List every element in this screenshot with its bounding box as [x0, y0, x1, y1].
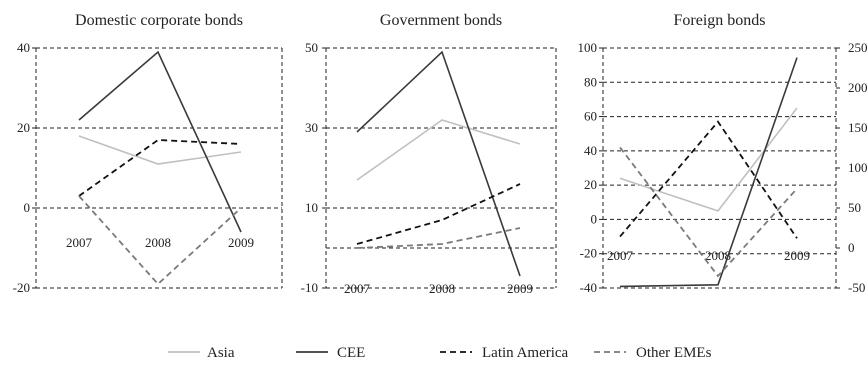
x-tick-label: 2008: [145, 235, 171, 250]
y-tick-label: -20: [580, 246, 597, 261]
legend-label: Latin America: [482, 345, 569, 361]
y-tick-label: 20: [17, 120, 30, 135]
series-line-latin-america: [356, 183, 521, 245]
series-line-cee: [78, 50, 242, 233]
x-tick-label: 2008: [705, 248, 731, 263]
y-tick-label: 20: [584, 177, 597, 192]
chart-legend: Asia CEE Latin America Other EMEs: [168, 345, 712, 361]
legend-item: Asia: [168, 345, 235, 361]
y-tick-label: 40: [584, 143, 597, 158]
chart-panel-1: Domestic corporate bonds -20 0 20 40 2007 2008…: [13, 12, 283, 295]
legend-label: Asia: [207, 345, 235, 361]
y-tick-label: 0: [24, 200, 31, 215]
x-tick-label: 2007: [607, 248, 634, 263]
y2-tick-label: 250: [848, 40, 867, 55]
x-tick-label: 2009: [228, 235, 254, 250]
y-tick-label: 60: [584, 109, 597, 124]
x-tick-label: 2007: [66, 235, 93, 250]
legend-item: Other EMEs: [594, 345, 712, 361]
y-tick-label: 40: [17, 40, 30, 55]
y-tick-label: 0: [591, 211, 598, 226]
x-tick-label: 2007: [344, 281, 371, 296]
y2-tick-label: 100: [848, 160, 867, 175]
series-line-latin-america: [619, 120, 798, 239]
legend-item: Latin America: [440, 345, 569, 361]
series-line-asia: [619, 107, 798, 212]
chart-title: Foreign bonds: [674, 12, 766, 29]
chart-title: Domestic corporate bonds: [75, 12, 243, 29]
y2-tick-label: -50: [848, 280, 865, 295]
y2-tick-label: 50: [848, 200, 861, 215]
series-line-asia: [78, 135, 242, 165]
x-tick-label: 2009: [784, 248, 810, 263]
y-tick-label: -40: [580, 280, 597, 295]
legend-item: CEE: [296, 345, 365, 361]
y-tick-label: 100: [578, 40, 598, 55]
series-line-other-emes: [78, 195, 242, 286]
chart-panel-3: Foreign bonds -40 -20 0 20 40 60 80 100 -50 0 50 100…: [578, 12, 867, 295]
legend-label: Other EMEs: [636, 345, 712, 361]
y-tick-label: 30: [305, 120, 318, 135]
series-line-other-emes: [356, 227, 521, 249]
legend-label: CEE: [337, 345, 365, 361]
y-tick-label: 10: [305, 200, 318, 215]
series-line-other-emes: [619, 146, 798, 278]
y-tick-label: 80: [584, 74, 597, 89]
series-line-asia: [356, 119, 521, 181]
x-tick-label: 2009: [507, 281, 533, 296]
y-tick-label: 50: [305, 40, 318, 55]
x-tick-label: 2008: [429, 281, 455, 296]
y-tick-label: -20: [13, 280, 30, 295]
series-line-cee: [619, 57, 798, 288]
y2-tick-label: 0: [848, 240, 855, 255]
series-line-latin-america: [78, 139, 242, 197]
chart-title: Government bonds: [380, 12, 502, 29]
y-tick-label: -10: [301, 280, 318, 295]
chart-panel-2: Government bonds -10 10 30 50 2007 2008 2009: [301, 12, 557, 296]
y2-tick-label: 150: [848, 120, 867, 135]
series-line-cee: [356, 50, 521, 277]
y2-tick-label: 200: [848, 80, 867, 95]
